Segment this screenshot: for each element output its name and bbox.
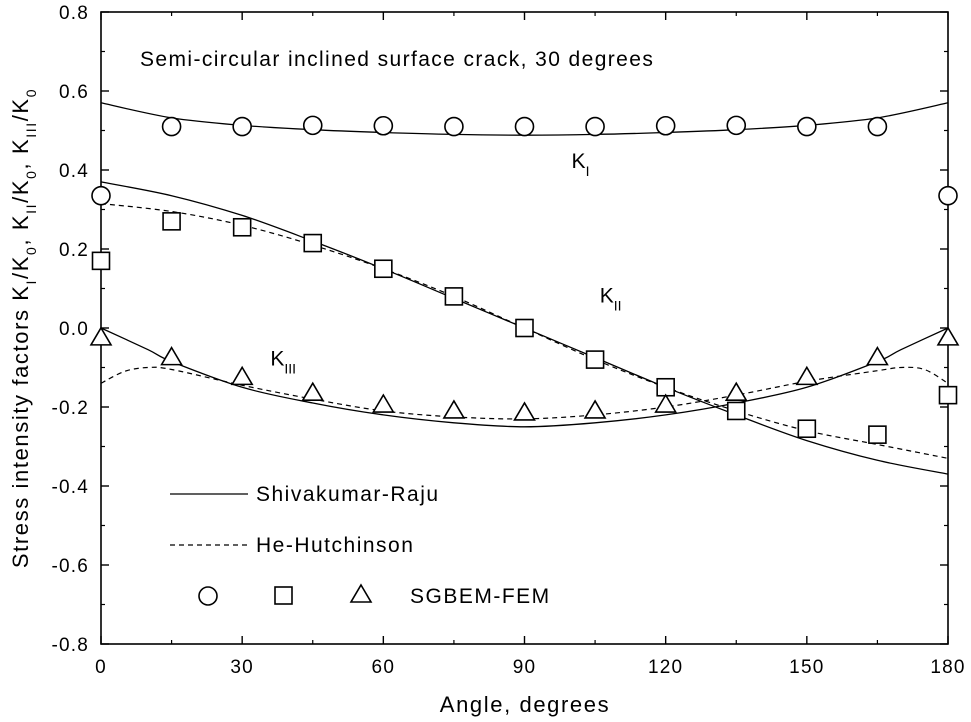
kii-square-point — [374, 259, 393, 279]
kiii-triangle-point — [513, 401, 536, 421]
curve-labels: KI KII KIII — [270, 150, 621, 377]
y-tick-label: 0.4 — [59, 161, 89, 182]
kiii-triangle-point — [301, 381, 325, 401]
kiii-triangle-point — [230, 365, 254, 386]
ki-circle-point — [373, 115, 394, 136]
kii-square-point — [91, 251, 111, 271]
kiii-triangle-point — [866, 346, 889, 366]
legend-triangle-marker — [349, 583, 373, 603]
legend-circle-marker — [198, 586, 218, 606]
kii-square-point — [726, 401, 746, 421]
x-tick-label: 30 — [230, 657, 254, 678]
y-tick-label: 0.0 — [59, 319, 89, 340]
chart-annotation: Semi-circular inclined surface crack, 30… — [140, 48, 654, 71]
axis-ticks — [100, 11, 949, 645]
y-tick-label: 0.6 — [59, 82, 89, 103]
x-tick-label: 150 — [789, 657, 824, 678]
y-tick-label: -0.2 — [51, 398, 89, 419]
ki-circle-point — [161, 116, 182, 137]
y-tick-label: -0.8 — [51, 635, 89, 656]
y-tick-label: 0.2 — [59, 240, 89, 261]
kii-square-point — [585, 350, 605, 369]
x-axis-title: Angle, degrees — [440, 692, 610, 717]
kiii-triangle-point — [795, 365, 819, 386]
ki-circle-point — [514, 116, 535, 137]
kii-square-point — [162, 212, 181, 231]
kii-square-point — [656, 377, 675, 397]
kiii-triangle-point — [371, 393, 395, 413]
x-tick-label: 180 — [930, 657, 965, 678]
y-tick-label: -0.4 — [51, 477, 89, 498]
ki-circle-point — [938, 185, 958, 206]
legend-markers-label: SGBEM-FEM — [410, 585, 551, 608]
kiii-triangle-point — [654, 393, 678, 413]
y-tick-label: -0.6 — [51, 556, 89, 577]
y-tick-label: 0.8 — [59, 3, 89, 24]
curve-label-kii: KII — [600, 284, 622, 313]
ki-circle-point — [585, 116, 605, 137]
ki-circle-point — [302, 115, 323, 136]
kii-square-point — [232, 217, 252, 237]
ki-circle-point — [444, 116, 464, 137]
kii-square-point — [868, 425, 887, 444]
legend-solid-label: Shivakumar-Raju — [256, 483, 440, 506]
ki-circle-point — [91, 185, 111, 206]
kiii-triangle-point — [160, 346, 183, 366]
curve-label-kiii: KIII — [270, 348, 296, 377]
legend: Shivakumar-Raju He-Hutchinson SGBEM-FEM — [170, 483, 551, 608]
kiii-triangle-point — [724, 381, 748, 401]
ki-circle-point — [655, 115, 676, 136]
ki-circle-point — [726, 115, 747, 136]
kii-square-point — [515, 318, 534, 338]
legend-dashed-label: He-Hutchinson — [256, 534, 414, 557]
kiii-shivakumar-raju-curve — [100, 327, 949, 428]
kiii-triangle-point — [442, 399, 466, 419]
kiii-triangle-point — [89, 326, 113, 346]
kii-square-point — [938, 385, 958, 405]
tick-labels: 0 30 60 90 120 150 180 0.8 0.6 0.4 0.2 0.0 -0.2 -0.4 -… — [51, 3, 965, 678]
kiii-triangle-point — [583, 399, 607, 419]
x-tick-label: 60 — [372, 657, 396, 678]
kii-square-point — [444, 287, 464, 306]
x-tick-label: 120 — [648, 657, 683, 678]
x-tick-label: 90 — [513, 657, 537, 678]
kii-square-point — [303, 233, 323, 253]
curve-label-ki: KI — [572, 150, 590, 179]
x-tick-label: 0 — [95, 657, 107, 678]
legend-square-marker — [274, 586, 293, 605]
kiii-triangle-point — [936, 326, 960, 346]
ki-circle-point — [797, 116, 817, 137]
ki-circle-point — [867, 116, 888, 137]
kii-square-point — [797, 419, 817, 439]
ki-circle-point — [232, 116, 252, 137]
data-markers — [89, 115, 960, 444]
y-axis-title: Stress intensity factors KI/K0, KII/K0, … — [8, 88, 39, 568]
